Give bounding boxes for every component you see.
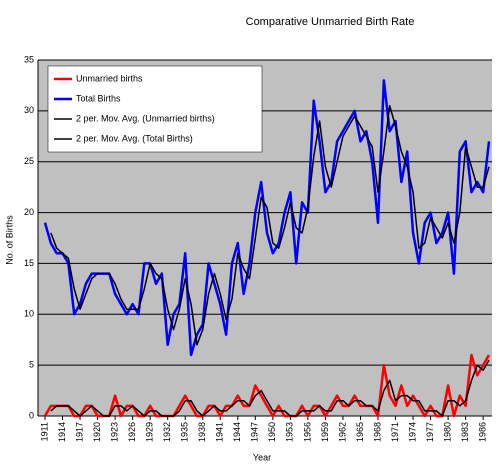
x-axis-label: Year — [253, 452, 271, 462]
x-tick-label: 1941 — [215, 422, 225, 442]
x-tick-label: 1971 — [390, 422, 400, 442]
x-tick-label: 1911 — [39, 422, 49, 441]
x-tick-label: 1920 — [92, 422, 102, 442]
x-tick-label: 1935 — [180, 422, 190, 442]
legend-label: Unmarried births — [76, 73, 143, 83]
x-tick-label: 1932 — [162, 422, 172, 442]
series-line — [50, 105, 490, 346]
y-tick-label: 15 — [24, 258, 34, 268]
y-axis-label: No. of Births — [4, 215, 14, 265]
x-tick-label: 1965 — [355, 422, 365, 442]
y-tick-label: 0 — [29, 410, 34, 420]
x-tick-label: 1917 — [74, 422, 84, 442]
chart-title: Comparative Unmarried Birth Rate — [246, 16, 415, 28]
series-line — [43, 353, 491, 418]
x-tick-label: 1944 — [232, 422, 242, 442]
legend-label: 2 per. Mov. Avg. (Unmarried births) — [76, 113, 215, 123]
x-tick-label: 1938 — [197, 422, 207, 442]
x-tick-label: 1983 — [460, 422, 470, 442]
series-line — [50, 359, 490, 417]
series-line — [43, 79, 491, 357]
x-tick-label: 1974 — [407, 422, 417, 442]
y-tick-label: 25 — [24, 156, 34, 166]
y-tick-label: 5 — [29, 360, 34, 370]
x-tick-label: 1959 — [320, 422, 330, 442]
x-tick-label: 1980 — [442, 422, 452, 442]
y-tick-label: 20 — [24, 207, 34, 217]
x-tick-label: 1977 — [425, 422, 435, 442]
x-tick-label: 1968 — [372, 422, 382, 442]
x-tick-label: 1956 — [302, 422, 312, 442]
legend-label: Total Births — [76, 93, 121, 103]
x-tick-label: 1923 — [109, 422, 119, 442]
y-tick-label: 35 — [24, 54, 34, 64]
x-tick-label: 1929 — [145, 422, 155, 442]
y-tick-label: 10 — [24, 309, 34, 319]
x-tick-label: 1962 — [337, 422, 347, 442]
x-tick-label: 1986 — [478, 422, 488, 442]
legend-label: 2 per. Mov. Avg. (Total Births) — [76, 133, 193, 143]
x-tick-label: 1950 — [267, 422, 277, 442]
x-tick-label: 1953 — [285, 422, 295, 442]
legend-box — [47, 65, 263, 153]
x-tick-label: 1926 — [127, 422, 137, 442]
x-tick-label: 1947 — [250, 422, 260, 442]
y-tick-label: 30 — [24, 105, 34, 115]
x-tick-label: 1914 — [57, 422, 67, 442]
